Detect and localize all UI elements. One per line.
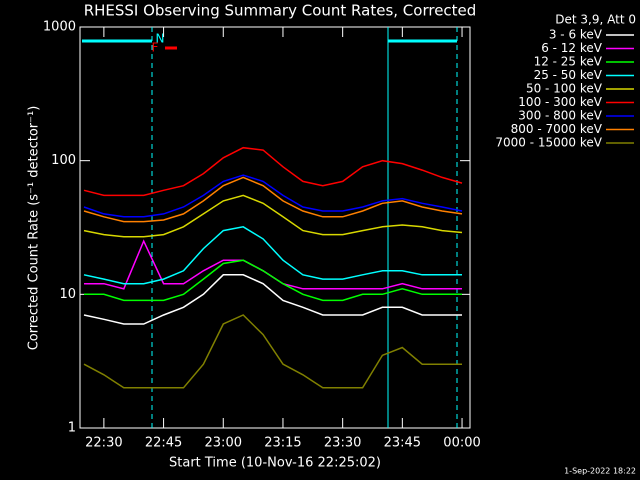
legend-label: 50 - 100 keV: [526, 82, 603, 96]
x-tick-label: 23:45: [384, 436, 421, 451]
series-line: [83, 274, 462, 325]
series-line: [83, 314, 462, 389]
x-tick-label: 23:15: [264, 436, 301, 451]
legend-title: Det 3,9, Att 0: [555, 13, 636, 27]
plot-frame: [79, 26, 471, 429]
y-tick-label: 1: [68, 421, 76, 436]
x-tick-label: 23:00: [205, 436, 242, 451]
series-line: [83, 146, 463, 197]
y-tick-label: 10: [59, 287, 76, 302]
series-line: [83, 194, 463, 238]
x-tick-label: 22:30: [85, 436, 122, 451]
legend-label: 7000 - 15000 keV: [495, 136, 602, 150]
series-line: [83, 226, 462, 285]
x-tick-label: 22:45: [145, 436, 182, 451]
chart-title: RHESSI Observing Summary Count Rates, Co…: [84, 2, 477, 20]
x-tick-label: 00:00: [443, 436, 480, 451]
x-tick-label: 23:30: [324, 436, 361, 451]
legend-label: 3 - 6 keV: [549, 28, 603, 42]
x-axis-label: Start Time (10-Nov-16 22:25:02): [169, 456, 381, 471]
series-line: [84, 239, 462, 290]
legend-label: 300 - 800 keV: [518, 109, 602, 123]
y-axis-label: Corrected Count Rate (s⁻¹ detector⁻¹): [27, 106, 42, 351]
y-tick-label: 100: [51, 153, 76, 168]
legend-label: 25 - 50 keV: [534, 68, 603, 82]
legend-label: 12 - 25 keV: [534, 55, 603, 69]
legend-label: 800 - 7000 keV: [511, 122, 603, 136]
footer: 1-Sep-2022 18:22: [564, 467, 636, 476]
series-line: [84, 259, 462, 302]
series-line: [83, 174, 463, 218]
y-tick-label: 1000: [43, 20, 76, 35]
annotation: N: [156, 32, 165, 46]
series-line: [83, 176, 463, 223]
annotation: F: [152, 41, 159, 55]
legend-label: 6 - 12 keV: [541, 41, 603, 55]
legend-label: 100 - 300 keV: [518, 95, 602, 109]
